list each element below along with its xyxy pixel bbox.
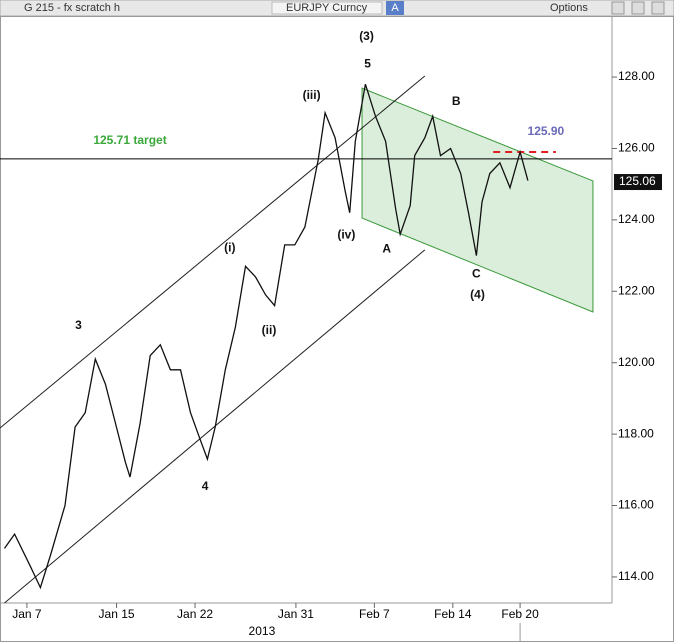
target-zone [361, 87, 594, 313]
wave-label: (i) [224, 240, 235, 254]
window-title: G 215 - fx scratch h [24, 2, 120, 14]
close-button[interactable] [651, 1, 665, 15]
y-tick-label: 118.00 [618, 426, 654, 440]
toolbar: G 215 - fx scratch h EURJPY Curncy A Opt… [0, 0, 674, 17]
x-tick-label: Jan 22 [177, 607, 213, 621]
x-tick-label: Jan 15 [99, 607, 135, 621]
y-tick-label: 126.00 [618, 141, 655, 155]
options-menu[interactable]: Options [550, 2, 588, 14]
price-line [3, 84, 529, 590]
last-value-box [614, 174, 662, 191]
wave-label: C [472, 266, 481, 280]
badge[interactable]: A [391, 2, 399, 14]
x-tick-label: Feb 7 [359, 607, 390, 621]
ticker-box[interactable] [271, 1, 383, 15]
ticker[interactable]: EURJPY Curncy [286, 2, 368, 14]
wave-label: 4 [202, 479, 209, 493]
x-tick-label: Jan 7 [12, 607, 42, 621]
wave-label: 125.90 [528, 124, 565, 138]
minimize-button[interactable] [611, 1, 625, 15]
channel-line [0, 75, 426, 429]
wave-label: B [452, 94, 461, 108]
x-tick-label: Jan 31 [278, 607, 314, 621]
x-sublabel: 2013 [249, 624, 276, 638]
y-tick-label: 128.00 [618, 69, 655, 83]
x-tick-label: Feb 14 [434, 607, 472, 621]
y-tick-label: 116.00 [618, 498, 654, 512]
y-tick-label: 122.00 [618, 283, 655, 297]
wave-label: 3 [75, 318, 82, 332]
wave-label: (iii) [303, 88, 321, 102]
last-value-label: 125.06 [619, 174, 656, 188]
y-tick-label: 120.00 [618, 355, 655, 369]
y-tick-label: 124.00 [618, 212, 655, 226]
y-tick-label: 114.00 [618, 569, 654, 583]
wave-label: (iv) [337, 227, 355, 241]
wave-label: 5 [364, 56, 371, 70]
wave-label: (ii) [262, 323, 277, 337]
wave-label: (3) [359, 29, 374, 43]
wave-label: 125.71 target [93, 133, 166, 147]
badge-bg[interactable] [386, 1, 404, 15]
wave-label: (4) [470, 287, 485, 301]
x-tick-label: Feb 20 [501, 607, 539, 621]
wave-label: A [382, 241, 391, 255]
maximize-button[interactable] [631, 1, 645, 15]
